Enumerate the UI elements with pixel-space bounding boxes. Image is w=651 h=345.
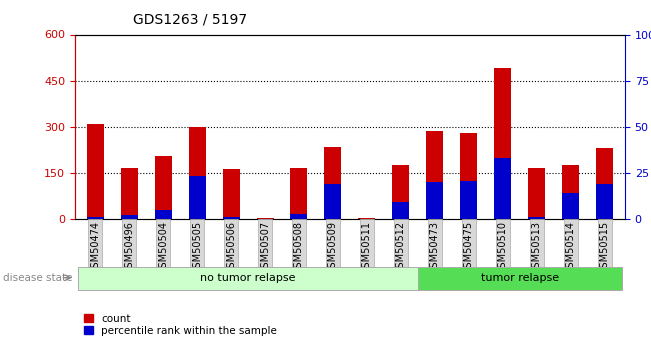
- Bar: [528, 217, 545, 219]
- Bar: [494, 68, 511, 219]
- Text: GSM50496: GSM50496: [124, 221, 134, 274]
- Bar: [393, 165, 409, 219]
- Text: GSM50512: GSM50512: [396, 221, 406, 274]
- Text: disease state: disease state: [3, 273, 73, 283]
- Bar: [87, 217, 104, 219]
- Text: GSM50515: GSM50515: [600, 221, 609, 274]
- Text: GSM50474: GSM50474: [90, 221, 100, 274]
- Text: tumor relapse: tumor relapse: [480, 273, 559, 283]
- Bar: [528, 168, 545, 219]
- Bar: [596, 148, 613, 219]
- Bar: [223, 169, 240, 219]
- Bar: [155, 156, 172, 219]
- Text: GDS1263 / 5197: GDS1263 / 5197: [133, 12, 247, 26]
- Bar: [426, 182, 443, 219]
- Bar: [426, 131, 443, 219]
- Bar: [562, 165, 579, 219]
- Bar: [120, 168, 137, 219]
- Bar: [155, 210, 172, 219]
- Bar: [562, 193, 579, 219]
- Bar: [120, 215, 137, 219]
- Text: GSM50511: GSM50511: [362, 221, 372, 274]
- Bar: [359, 218, 376, 219]
- Text: GSM50504: GSM50504: [158, 221, 168, 274]
- Bar: [460, 133, 477, 219]
- Bar: [460, 181, 477, 219]
- Bar: [418, 267, 622, 290]
- Bar: [87, 124, 104, 219]
- Text: GSM50514: GSM50514: [566, 221, 575, 274]
- Text: GSM50505: GSM50505: [192, 221, 202, 274]
- Bar: [223, 217, 240, 219]
- Bar: [290, 168, 307, 219]
- Bar: [189, 176, 206, 219]
- Text: GSM50507: GSM50507: [260, 221, 270, 274]
- Text: GSM50473: GSM50473: [430, 221, 440, 274]
- Text: GSM50509: GSM50509: [328, 221, 338, 274]
- Bar: [494, 158, 511, 219]
- Text: GSM50475: GSM50475: [464, 221, 474, 274]
- Bar: [256, 218, 273, 219]
- Bar: [290, 215, 307, 219]
- Text: GSM50506: GSM50506: [226, 221, 236, 274]
- Bar: [324, 147, 341, 219]
- Bar: [324, 184, 341, 219]
- Text: GSM50508: GSM50508: [294, 221, 304, 274]
- Bar: [78, 267, 418, 290]
- Text: GSM50510: GSM50510: [498, 221, 508, 274]
- Text: no tumor relapse: no tumor relapse: [201, 273, 296, 283]
- Bar: [393, 202, 409, 219]
- Bar: [189, 127, 206, 219]
- Legend: count, percentile rank within the sample: count, percentile rank within the sample: [80, 309, 281, 340]
- Bar: [596, 184, 613, 219]
- Text: GSM50513: GSM50513: [532, 221, 542, 274]
